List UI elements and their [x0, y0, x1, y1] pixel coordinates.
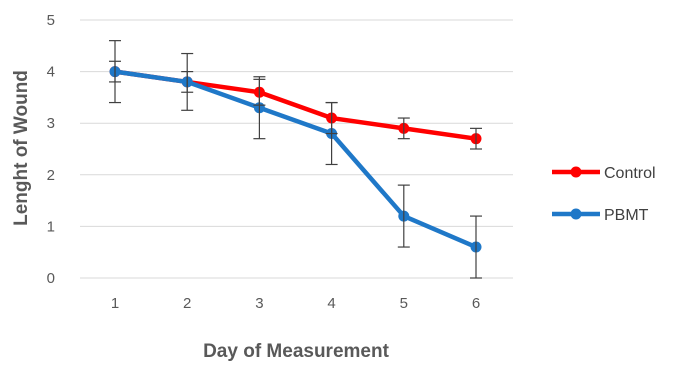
x-tick-label-6: 6 — [472, 295, 480, 312]
error-bar-control-6 — [470, 127, 482, 150]
series-pbmt — [109, 66, 482, 253]
y-tick-label-0: 0 — [47, 270, 55, 287]
x-axis-title: Day of Measurement — [203, 341, 390, 362]
x-tick-label-1: 1 — [111, 295, 119, 312]
error-bar-pbmt-4 — [325, 101, 338, 166]
legend-marker-pbmt — [570, 208, 582, 220]
legend: Control PBMT — [552, 165, 656, 224]
error-bar-pbmt-3 — [253, 76, 266, 140]
legend-item-control: Control — [552, 165, 656, 182]
error-bar-pbmt-2 — [181, 52, 194, 111]
y-tick-label-4: 4 — [47, 64, 55, 81]
legend-label-control: Control — [604, 165, 656, 182]
y-axis-ticks: 0 1 2 3 4 5 — [47, 12, 55, 287]
y-tick-label-5: 5 — [47, 12, 55, 29]
legend-marker-control — [570, 166, 582, 178]
y-tick-label-2: 2 — [47, 167, 55, 184]
error-bar-pbmt-6 — [470, 215, 482, 279]
series-line-control — [112, 69, 479, 141]
gridlines — [80, 19, 513, 279]
x-tick-label-2: 2 — [183, 295, 191, 312]
series-line-pbmt — [112, 69, 479, 250]
legend-label-pbmt: PBMT — [604, 207, 649, 224]
error-bar-pbmt-5 — [397, 184, 410, 248]
error-bar-control-5 — [397, 117, 410, 140]
y-axis-title: Lenght of Wound — [11, 70, 32, 226]
y-tick-label-3: 3 — [47, 115, 55, 132]
x-tick-label-5: 5 — [400, 295, 408, 312]
x-axis-ticks: 1 2 3 4 5 6 — [111, 295, 480, 312]
series-layer — [109, 40, 482, 279]
legend-item-pbmt: PBMT — [552, 207, 649, 224]
x-tick-label-4: 4 — [327, 295, 335, 312]
error-bar-pbmt-1 — [109, 40, 121, 104]
y-tick-label-1: 1 — [47, 218, 55, 235]
x-tick-label-3: 3 — [255, 295, 263, 312]
